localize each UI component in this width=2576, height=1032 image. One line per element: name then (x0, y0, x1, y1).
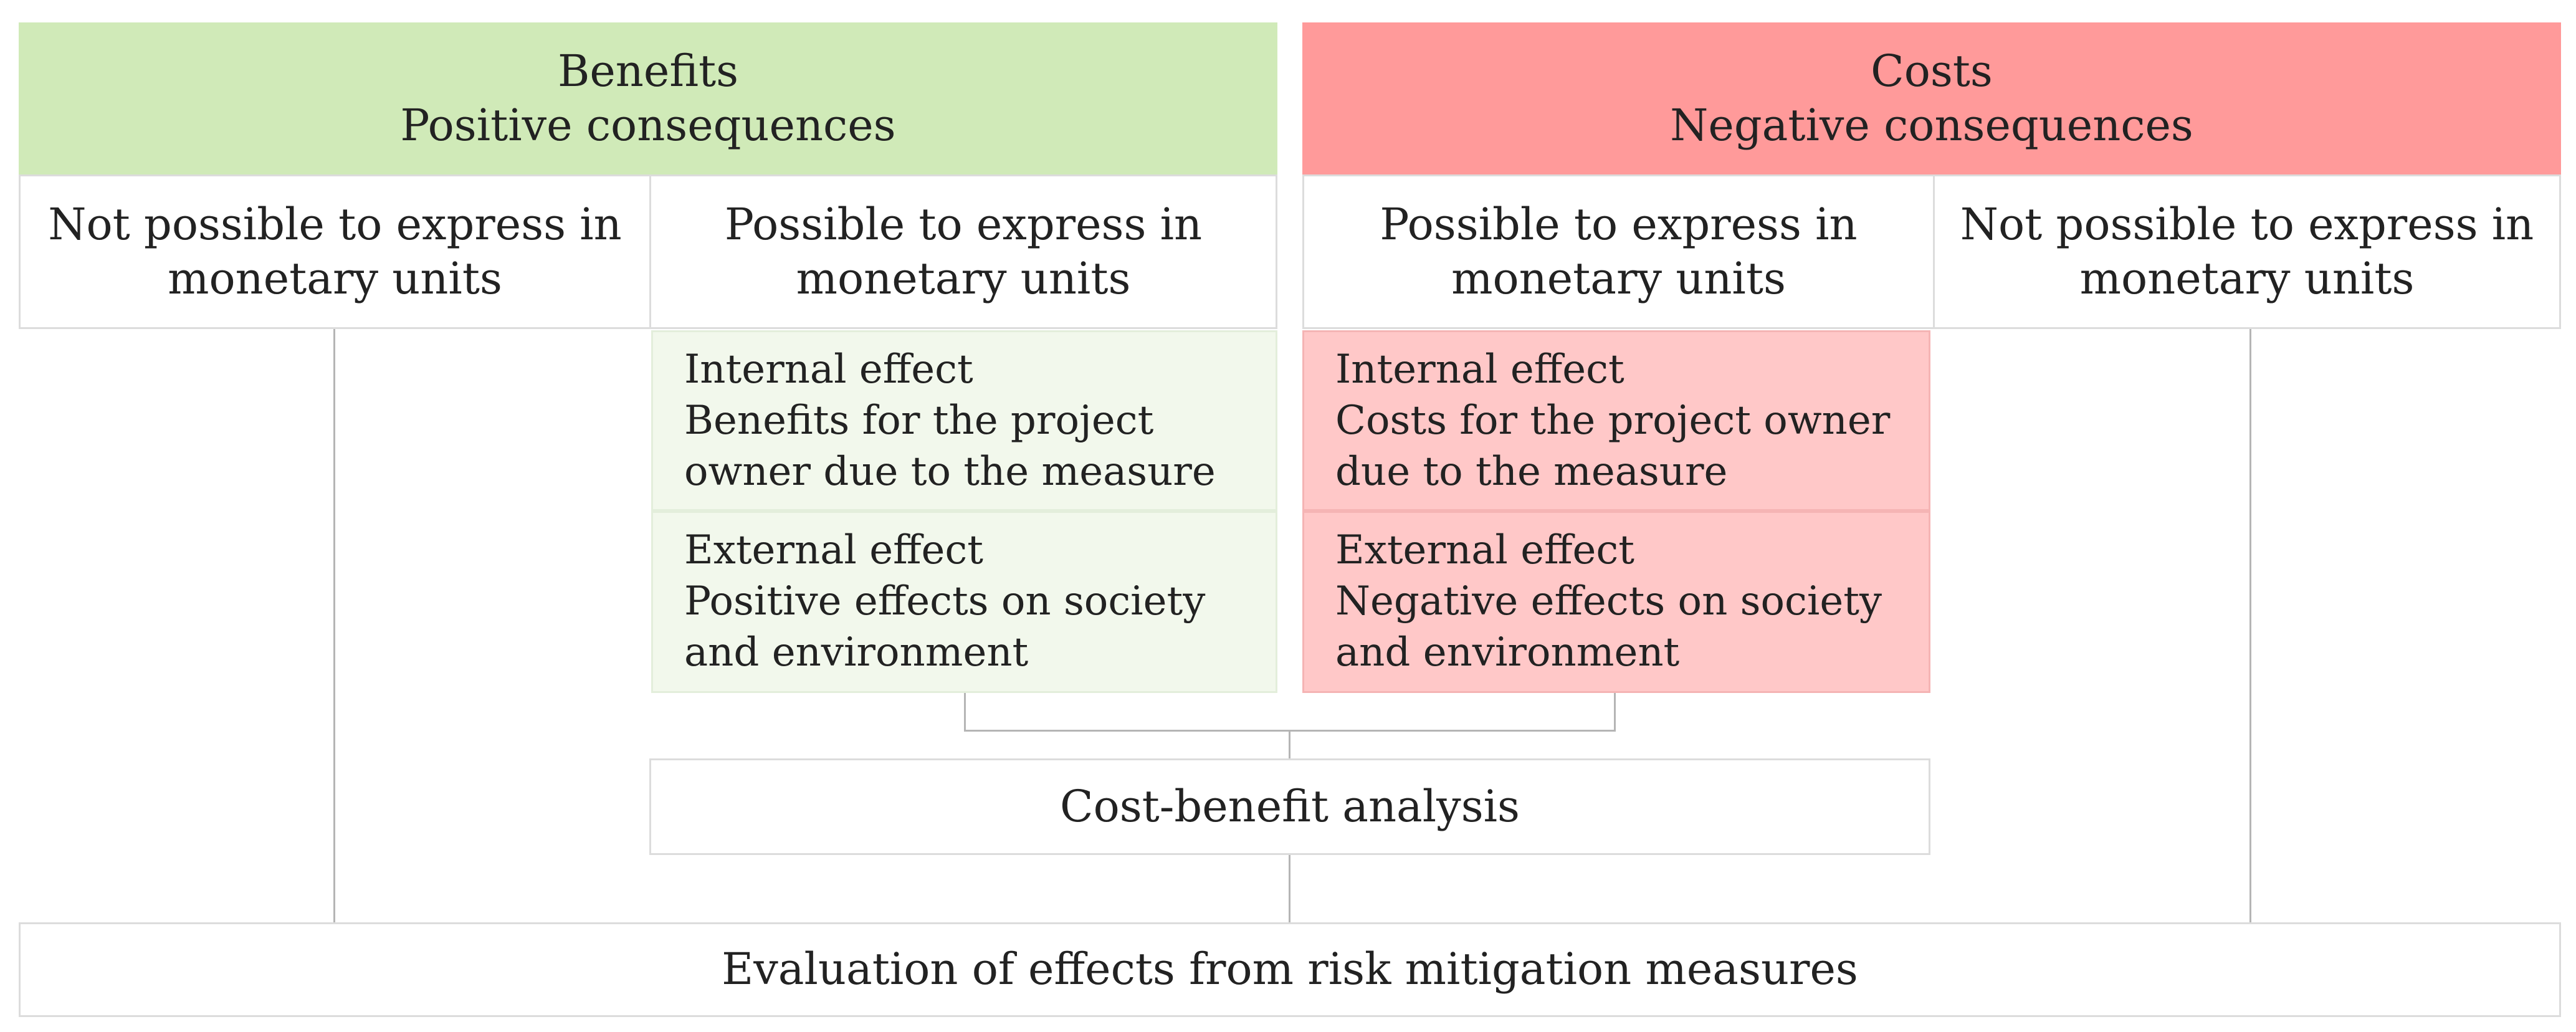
benefits-monetary: Possible to express in monetary units (649, 174, 1277, 329)
benefits-not-monetary: Not possible to express in monetary unit… (19, 174, 651, 329)
costs-monetary: Possible to express in monetary units (1302, 174, 1935, 329)
benefits-title: Benefits (557, 45, 739, 97)
connector-left-vertical (333, 329, 335, 922)
costs-internal-effect: Internal effect Costs for the project ow… (1302, 330, 1930, 511)
cost-benefit-analysis: Cost-benefit analysis (649, 758, 1930, 855)
costs-subtitle: Negative consequences (1670, 100, 2193, 151)
benefits-external-effect: External effect Positive effects on soci… (651, 511, 1277, 693)
costs-title: Costs (1871, 45, 1993, 97)
connector-cost-down (1614, 693, 1616, 732)
connector-right-vertical (2249, 329, 2251, 922)
evaluation-box: Evaluation of effects from risk mitigati… (19, 922, 2561, 1017)
benefits-internal-effect: Internal effect Benefits for the project… (651, 330, 1277, 511)
benefits-subtitle: Positive consequences (400, 100, 896, 151)
costs-external-effect: External effect Negative effects on soci… (1302, 511, 1930, 693)
connector-benefit-down (964, 693, 966, 732)
benefits-header: Benefits Positive consequences (19, 22, 1277, 174)
costs-header: Costs Negative consequences (1302, 22, 2561, 174)
connector-to-cba (1289, 730, 1290, 758)
connector-cba-to-evaluation (1289, 855, 1290, 922)
costs-not-monetary: Not possible to express in monetary unit… (1933, 174, 2561, 329)
